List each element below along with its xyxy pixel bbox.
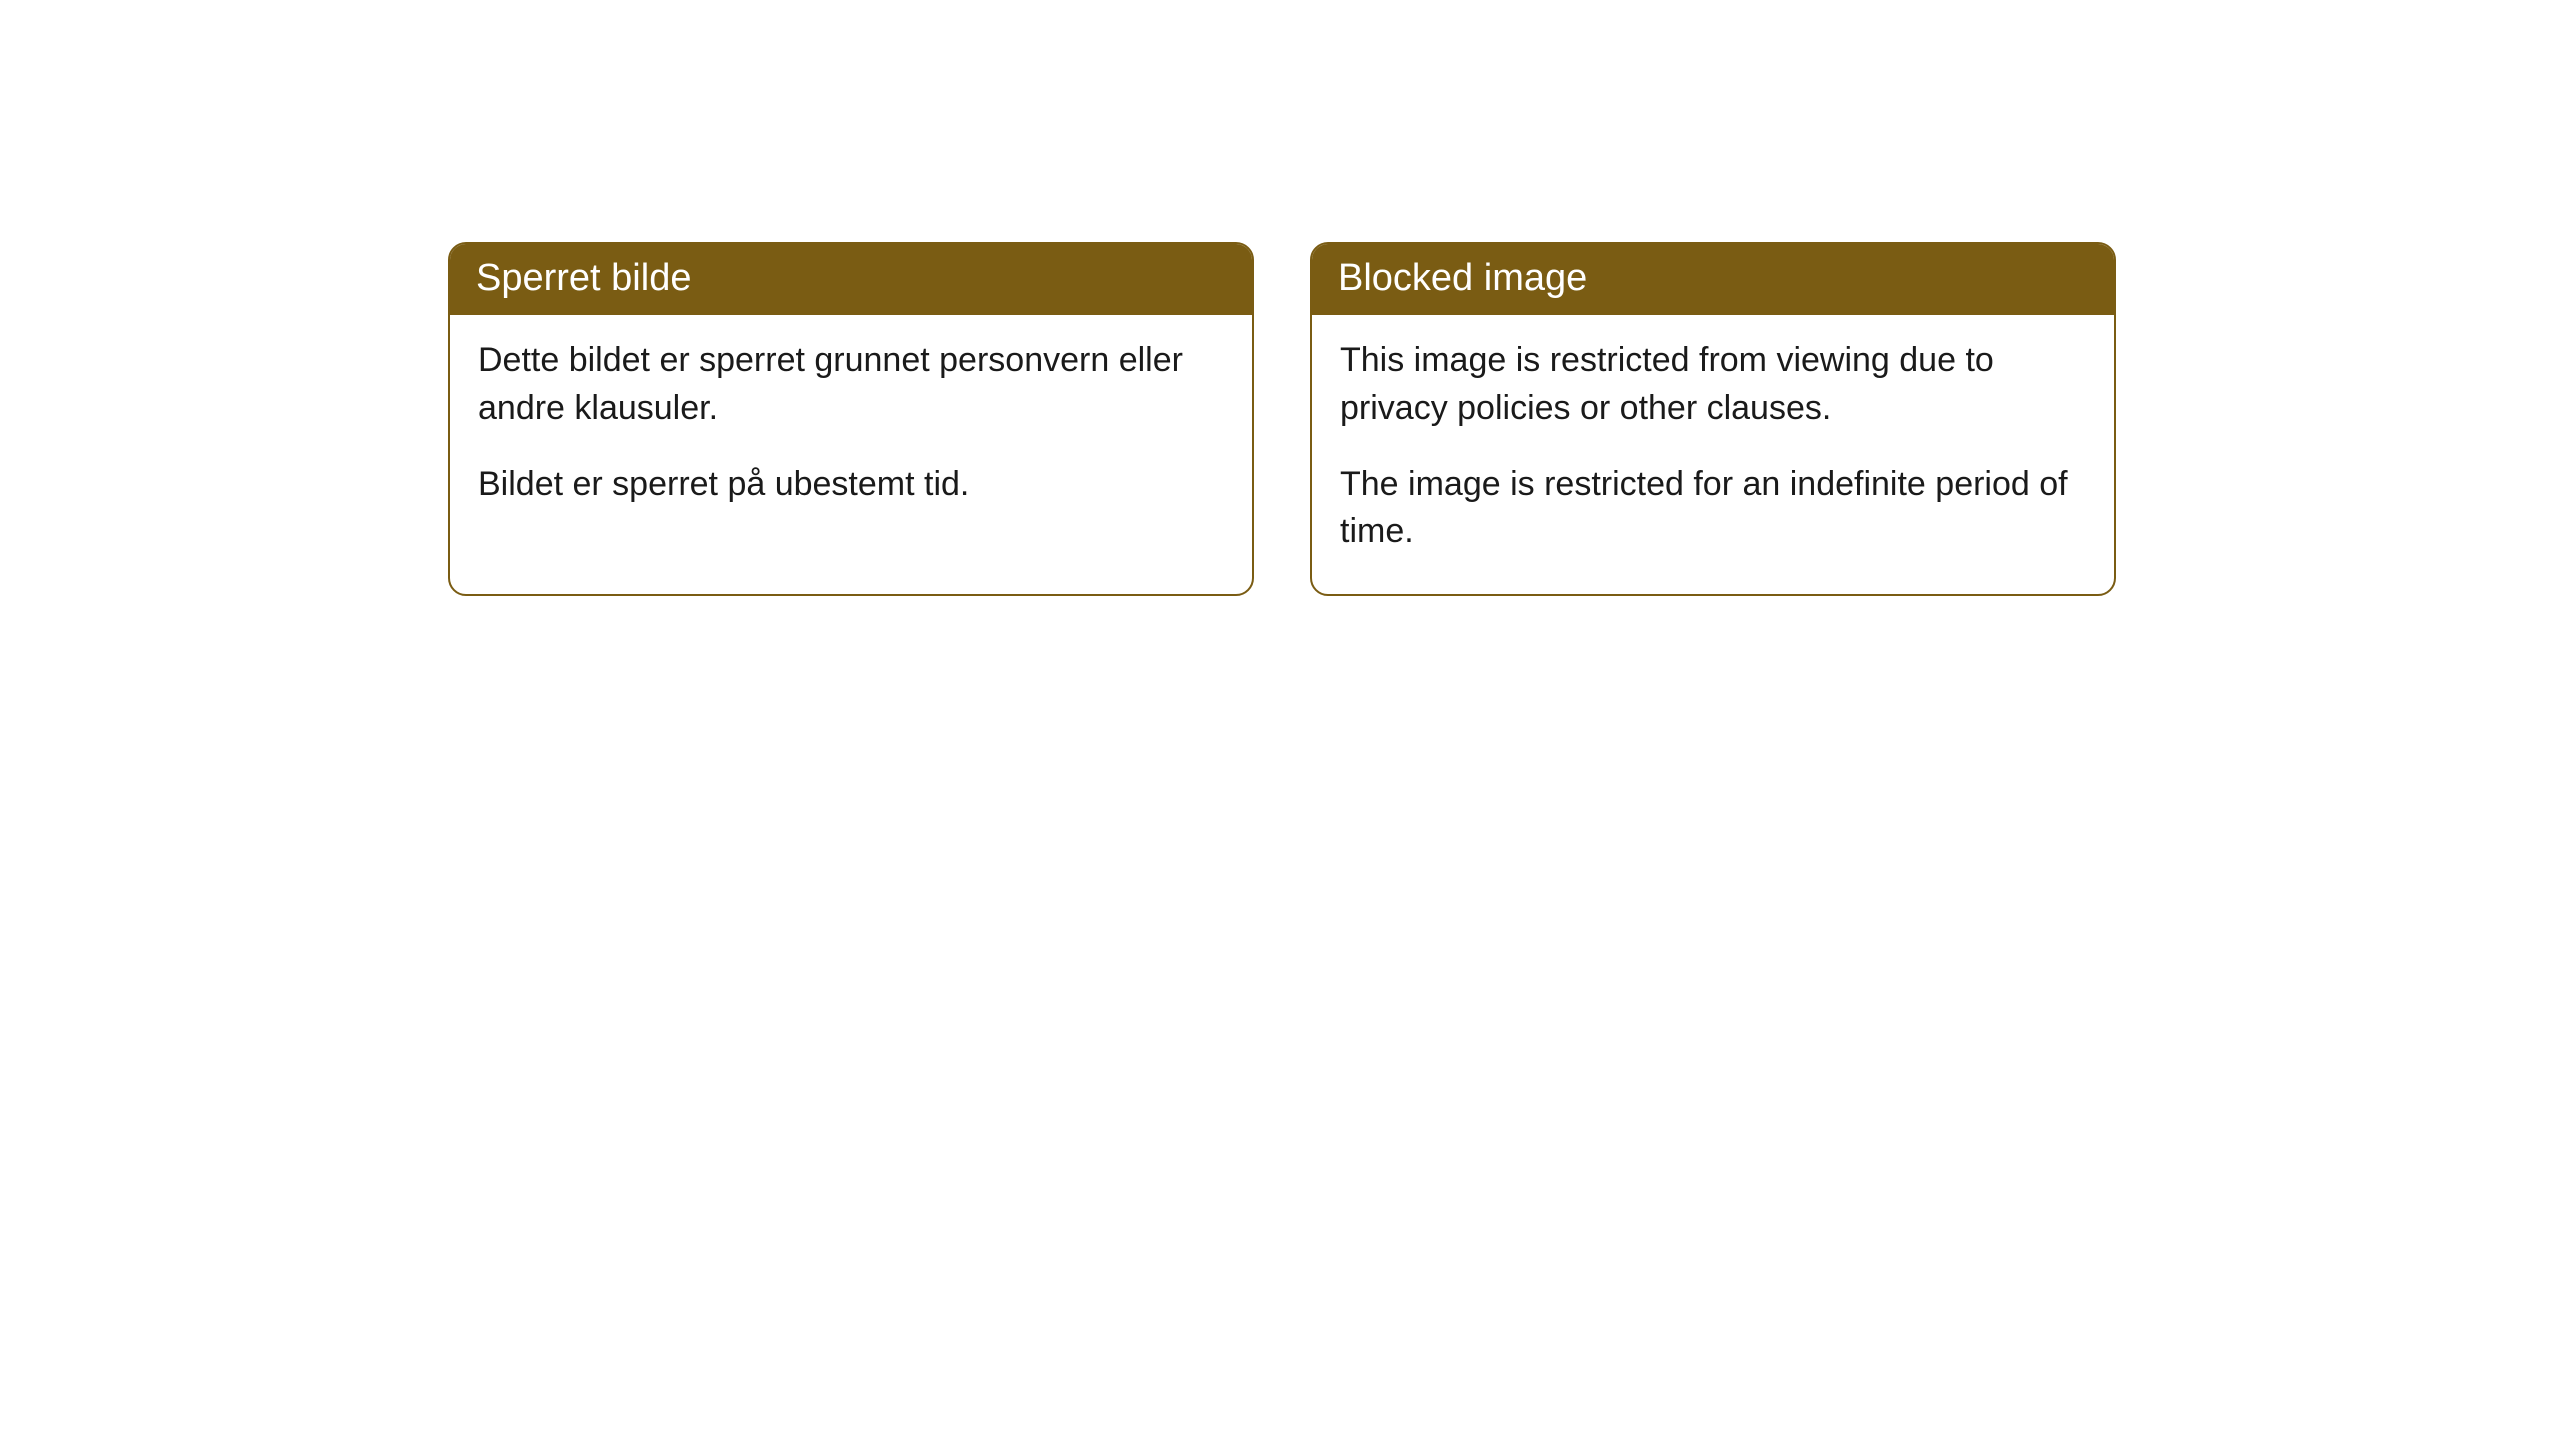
- notice-cards-container: Sperret bilde Dette bildet er sperret gr…: [448, 242, 2116, 596]
- card-body: Dette bildet er sperret grunnet personve…: [450, 315, 1252, 546]
- card-paragraph: The image is restricted for an indefinit…: [1340, 461, 2086, 556]
- blocked-image-card-en: Blocked image This image is restricted f…: [1310, 242, 2116, 596]
- card-paragraph: Bildet er sperret på ubestemt tid.: [478, 461, 1224, 509]
- blocked-image-card-no: Sperret bilde Dette bildet er sperret gr…: [448, 242, 1254, 596]
- card-title: Blocked image: [1312, 244, 2114, 315]
- card-paragraph: This image is restricted from viewing du…: [1340, 337, 2086, 432]
- card-title: Sperret bilde: [450, 244, 1252, 315]
- card-paragraph: Dette bildet er sperret grunnet personve…: [478, 337, 1224, 432]
- card-body: This image is restricted from viewing du…: [1312, 315, 2114, 593]
